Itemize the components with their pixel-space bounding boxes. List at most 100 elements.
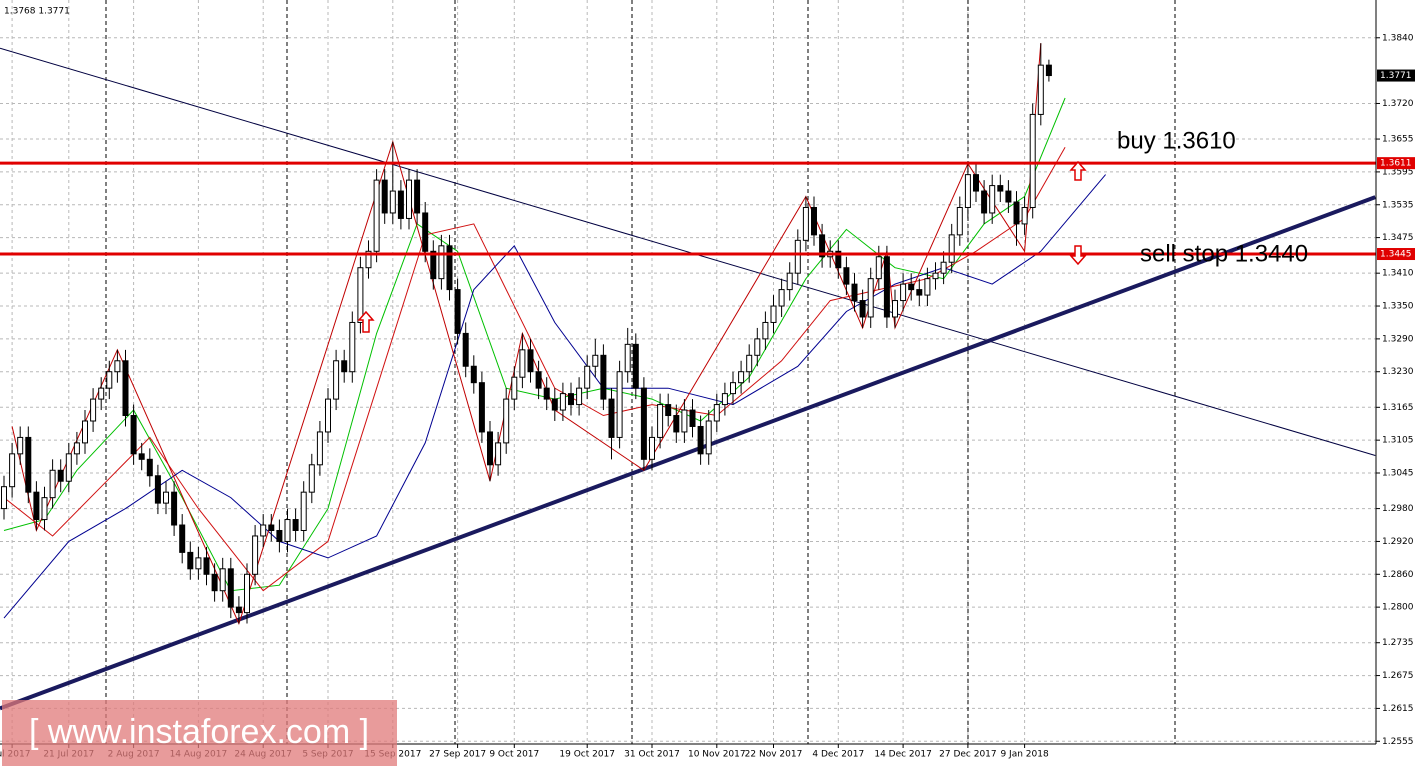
candle-body bbox=[381, 179, 388, 214]
candle-body bbox=[778, 289, 785, 307]
candle-body bbox=[1021, 206, 1028, 225]
level-label-box bbox=[1377, 248, 1415, 261]
candle-body bbox=[130, 415, 137, 455]
candle-body bbox=[260, 524, 267, 537]
candle-body bbox=[819, 234, 826, 258]
candle-body bbox=[203, 557, 210, 575]
candle-body bbox=[576, 387, 583, 406]
y-tick-label: 1.2735 bbox=[1382, 638, 1414, 648]
y-tick-label: 1.3475 bbox=[1382, 233, 1414, 243]
candle-body bbox=[738, 371, 745, 384]
candle-body bbox=[235, 606, 242, 614]
indicator-line bbox=[0, 195, 1376, 711]
y-tick-label: 1.3840 bbox=[1382, 33, 1414, 43]
candle-body bbox=[592, 354, 599, 367]
candle-body bbox=[908, 283, 915, 291]
candle-body bbox=[284, 519, 291, 542]
signal-arrow bbox=[357, 310, 375, 333]
candle-body bbox=[90, 398, 97, 422]
candle-body bbox=[33, 491, 40, 521]
level-label: 1.3611 bbox=[1380, 159, 1412, 169]
last-price-label: 1.3771 bbox=[1380, 71, 1412, 81]
candle-body bbox=[559, 393, 566, 411]
y-tick-label: 1.3165 bbox=[1382, 403, 1414, 413]
candle-body bbox=[956, 206, 963, 236]
candle-body bbox=[649, 436, 655, 460]
candle-body bbox=[786, 272, 793, 291]
x-tick-label: 27 Sep 2017 bbox=[429, 750, 486, 760]
candle-body bbox=[997, 185, 1004, 192]
candle-body bbox=[1, 486, 7, 510]
candle-body bbox=[754, 338, 761, 356]
last-price-box bbox=[1377, 69, 1415, 82]
info-text: 1.3768 1.3771 bbox=[4, 7, 70, 17]
indicator-line bbox=[3, 174, 1106, 619]
x-tick-label: 4 Dec 2017 bbox=[812, 750, 864, 760]
candle-body bbox=[900, 283, 907, 302]
candle-body bbox=[171, 491, 178, 526]
candle-body bbox=[730, 382, 736, 395]
sell-arrow bbox=[1069, 245, 1087, 266]
candle-body bbox=[940, 261, 947, 274]
watermark: [ www.instaforex.com ] bbox=[29, 713, 369, 751]
y-tick-label: 1.2555 bbox=[1382, 737, 1414, 747]
candle-body bbox=[106, 371, 113, 389]
indicator-line bbox=[0, 47, 1376, 456]
candle-body bbox=[308, 464, 315, 493]
candle-body bbox=[883, 256, 890, 318]
candle-body bbox=[292, 519, 299, 531]
candle-body bbox=[964, 174, 971, 208]
candle-body bbox=[713, 404, 720, 422]
candle-body bbox=[406, 179, 412, 219]
y-tick-label: 1.2675 bbox=[1382, 671, 1414, 681]
sell-annotation: sell stop 1.3440 bbox=[1140, 240, 1308, 267]
candle-body bbox=[333, 360, 340, 400]
candle-body bbox=[519, 349, 526, 378]
candle-body bbox=[657, 404, 664, 438]
candle-body bbox=[1005, 190, 1012, 203]
candle-body bbox=[154, 475, 161, 504]
candle-body bbox=[1037, 64, 1044, 115]
candle-body bbox=[495, 442, 502, 466]
candle-body bbox=[373, 179, 380, 252]
x-tick-label: 9 Oct 2017 bbox=[489, 750, 539, 760]
candle-body bbox=[981, 190, 988, 214]
candle-body bbox=[422, 212, 429, 252]
candle-body bbox=[414, 179, 421, 214]
watermark-box bbox=[2, 700, 397, 766]
candle-body bbox=[454, 289, 461, 334]
candle-body bbox=[349, 321, 356, 373]
candle-body bbox=[794, 239, 801, 274]
y-tick-label: 1.3350 bbox=[1382, 302, 1414, 312]
y-tick-label: 1.3720 bbox=[1382, 99, 1414, 109]
candle-body bbox=[924, 278, 931, 296]
candle-body bbox=[276, 529, 283, 542]
candle-body bbox=[535, 371, 542, 389]
candle-body bbox=[608, 398, 615, 438]
candle-body bbox=[341, 360, 348, 373]
candle-body bbox=[98, 387, 105, 400]
candle-body bbox=[673, 415, 680, 433]
candle-body bbox=[211, 573, 218, 592]
candle-body bbox=[681, 409, 688, 433]
candle-body bbox=[389, 190, 396, 214]
candle-body bbox=[762, 321, 769, 340]
candle-body bbox=[163, 491, 169, 504]
candle-body bbox=[82, 420, 88, 444]
candle-body bbox=[195, 557, 202, 570]
candle-body bbox=[325, 398, 331, 433]
candle-body bbox=[892, 300, 898, 318]
x-tick-label: 19 Oct 2017 bbox=[559, 750, 615, 760]
candle-body bbox=[187, 551, 194, 570]
candle-body bbox=[511, 376, 518, 400]
candle-body bbox=[146, 458, 153, 477]
candle-body bbox=[316, 431, 323, 466]
candle-body bbox=[568, 393, 574, 406]
candle-body bbox=[989, 185, 996, 214]
candle-body bbox=[1045, 64, 1052, 77]
candle-body bbox=[721, 393, 728, 406]
candle-body bbox=[932, 272, 939, 280]
candle-body bbox=[1013, 201, 1020, 225]
candle-body bbox=[227, 568, 234, 608]
